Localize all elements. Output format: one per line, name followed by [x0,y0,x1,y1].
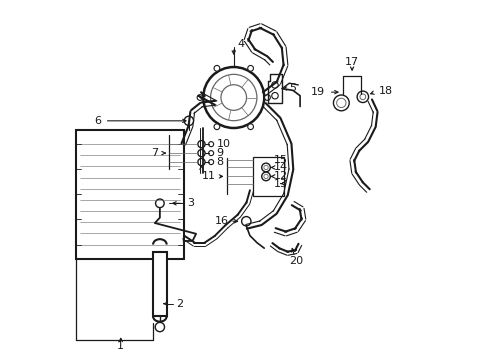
Circle shape [155,322,164,332]
Text: 1: 1 [117,341,124,351]
Circle shape [264,174,267,179]
Text: 12: 12 [273,171,287,181]
Text: 15: 15 [273,155,287,165]
Text: 19: 19 [310,87,325,97]
Text: 4: 4 [237,39,244,49]
Circle shape [261,163,270,172]
Circle shape [198,149,204,157]
Circle shape [198,158,204,166]
Circle shape [359,94,365,100]
Circle shape [356,91,368,103]
Circle shape [203,67,264,128]
Text: 13: 13 [273,179,287,189]
Circle shape [247,66,253,71]
Circle shape [208,159,213,165]
Circle shape [198,140,204,148]
Circle shape [271,82,278,88]
Circle shape [241,217,250,226]
Text: 16: 16 [214,216,228,226]
Circle shape [221,85,246,110]
Text: 8: 8 [216,157,223,167]
Circle shape [271,93,278,99]
Text: 7: 7 [151,148,158,158]
Text: 10: 10 [216,139,230,149]
Circle shape [214,124,219,130]
Circle shape [184,116,193,126]
Circle shape [208,141,213,147]
Text: 18: 18 [378,86,392,96]
Text: 20: 20 [289,256,303,266]
Text: 5: 5 [289,83,296,93]
Bar [253,157,284,196]
Text: 9: 9 [216,148,223,158]
Bar [153,252,166,316]
Text: 17: 17 [345,57,358,67]
Circle shape [247,124,253,130]
Text: 11: 11 [202,171,215,181]
Text: 2: 2 [176,299,183,309]
Bar [76,130,183,259]
Circle shape [214,66,219,71]
Circle shape [155,199,164,208]
Circle shape [208,150,213,156]
Circle shape [336,98,346,108]
Circle shape [264,165,267,170]
Text: 6: 6 [94,116,101,126]
Text: 14: 14 [273,162,287,172]
Circle shape [333,95,348,111]
Circle shape [197,95,203,100]
Circle shape [210,75,256,121]
Text: 3: 3 [186,198,193,208]
Circle shape [261,172,270,181]
Circle shape [264,95,270,100]
